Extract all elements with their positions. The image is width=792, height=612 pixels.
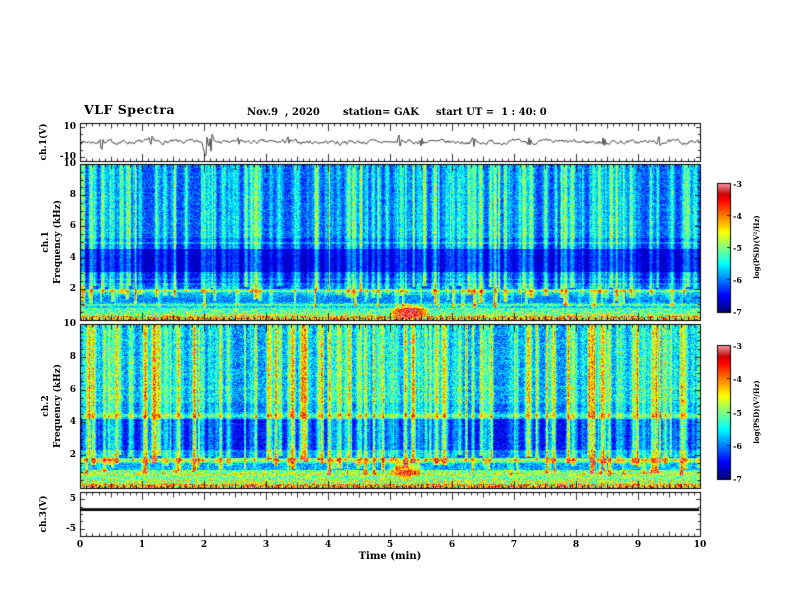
colorbar2-tick-label: -5: [733, 408, 742, 418]
x-tick-label: 2: [200, 540, 208, 550]
x-tick-label: 3: [262, 540, 270, 550]
ch1-channel-label: ch.1: [41, 231, 51, 253]
x-tick-label: 5: [386, 540, 394, 550]
figure-title: VLF Spectra: [84, 102, 176, 117]
ch1-voltage-axis-label: ch.1(V): [39, 123, 49, 161]
ch3-waveform-y-tick-label: 5: [69, 494, 76, 505]
ch2-spectrogram-y-tick-label: 4: [69, 417, 76, 428]
x-tick-label: 0: [76, 540, 84, 550]
colorbar2-tick-label: -3: [733, 341, 742, 351]
start-ut-label: start UT = 1 : 40: 0: [436, 107, 547, 118]
ch1-frequency-axis-label: Frequency (kHz): [53, 199, 63, 285]
date-label: Nov.9 , 2020: [247, 107, 320, 118]
ch1-waveform-y-tick-label: 10: [63, 121, 76, 132]
ch1-spectrogram-y-tick-label: 4: [69, 252, 76, 263]
colorbar1-tick-label: -4: [733, 211, 742, 221]
colorbar2-label: log(PSD)(V²/Hz): [752, 380, 761, 444]
x-tick-label: 8: [572, 540, 580, 550]
ch2-frequency-axis-label: Frequency (kHz): [53, 363, 63, 449]
colorbar2-tick-label: -7: [733, 474, 742, 484]
time-axis-label: Time (min): [358, 551, 422, 562]
ch1-spectrogram-y-tick-label: 10: [63, 159, 76, 169]
ch1-spectrogram-y-tick-label: 8: [69, 190, 76, 201]
x-tick-label: 10: [693, 540, 707, 550]
colorbar2-tick-label: -4: [733, 374, 742, 384]
colorbar1-tick-label: -7: [733, 307, 742, 317]
ch1-spectrogram-y-tick-label: 2: [69, 283, 76, 294]
ch2-spectrogram-y-tick-label: 6: [69, 384, 76, 395]
x-tick-label: 9: [634, 540, 642, 550]
ch1-spectrogram-y-tick-label: 6: [69, 221, 76, 232]
colorbar2-tick-label: -6: [733, 441, 742, 451]
colorbar1-tick-label: -5: [733, 243, 742, 253]
station-label: station= GAK: [343, 107, 419, 118]
ch2-spectrogram-y-tick-label: 8: [69, 351, 76, 362]
ch2-channel-label: ch.2: [41, 395, 51, 417]
x-tick-label: 7: [510, 540, 518, 550]
ch3-waveform-y-tick-label: -5: [66, 523, 76, 534]
x-tick-label: 6: [448, 540, 456, 550]
colorbar1-label: log(PSD)(V²/Hz): [752, 215, 761, 279]
colorbar1-tick-label: -3: [733, 179, 742, 189]
x-tick-label: 4: [324, 540, 332, 550]
x-tick-label: 1: [138, 540, 146, 550]
ch3-voltage-axis-label: ch.3(V): [39, 495, 49, 533]
ch1-waveform-y-tick-label: -10: [59, 152, 76, 163]
ch2-spectrogram-y-tick-label: 2: [69, 450, 76, 461]
ch2-spectrogram-y-tick-label: 10: [63, 319, 76, 329]
colorbar1-tick-label: -6: [733, 275, 742, 285]
